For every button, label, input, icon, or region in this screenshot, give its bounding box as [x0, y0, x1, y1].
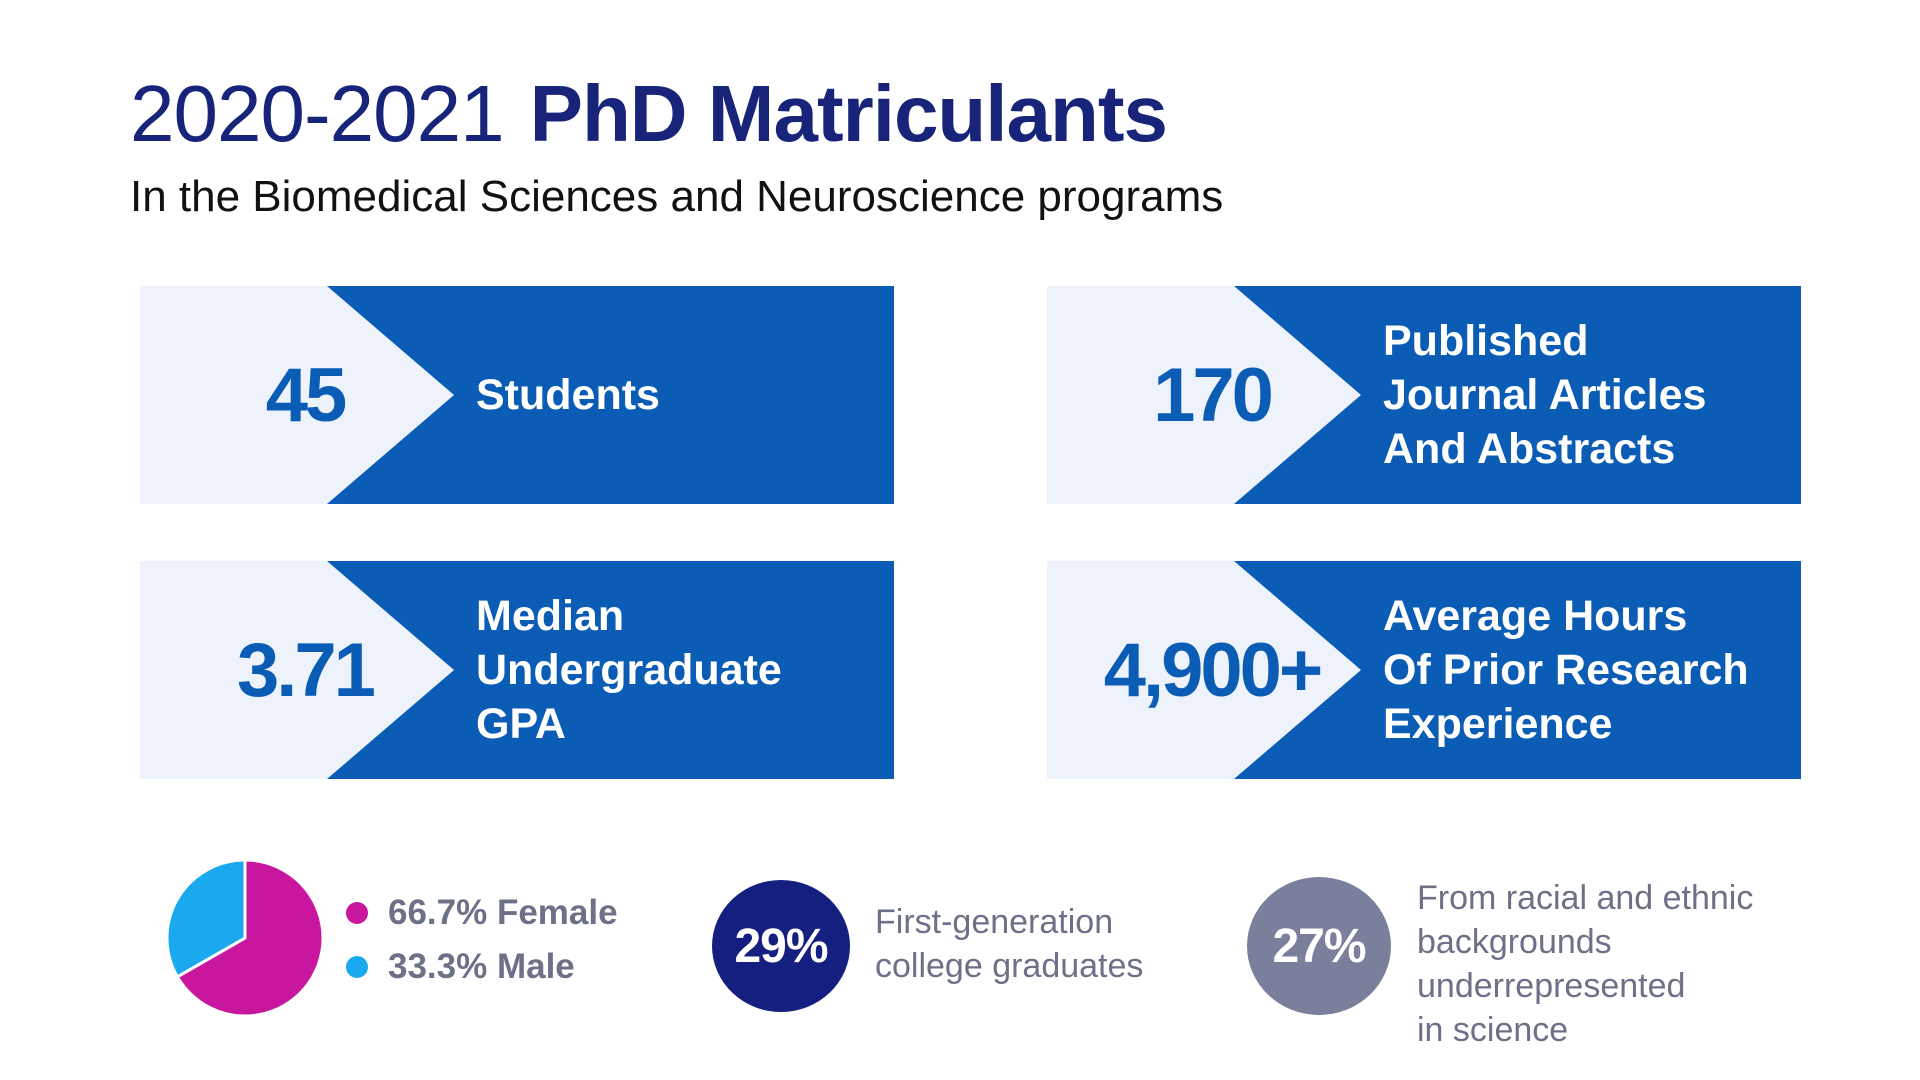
stat-label-line: Undergraduate — [476, 646, 782, 694]
stat-value: 45 — [265, 352, 348, 438]
stat-label-line: Median — [476, 592, 625, 640]
text-line: underrepresented — [1417, 967, 1686, 1005]
first-gen-description: First-generation college graduates — [875, 900, 1143, 988]
male-dot-icon — [346, 956, 368, 978]
page-subtitle: In the Biomedical Sciences and Neuroscie… — [130, 172, 1224, 221]
stat-label-line: Experience — [1383, 700, 1613, 748]
stat-label-line: And Abstracts — [1383, 425, 1676, 473]
stat-card-research-hours: 4,900+ Average Hours Of Prior Research E… — [1047, 561, 1801, 779]
card-background — [1047, 286, 1801, 504]
text-line: backgrounds — [1417, 923, 1612, 961]
stat-card-gpa: 3.71 Median Undergraduate GPA — [140, 561, 894, 779]
pie-slice-female — [175, 858, 325, 1018]
stat-label-line: Average Hours — [1383, 592, 1688, 640]
stat-label-line: Journal Articles — [1383, 371, 1707, 419]
card-background — [140, 561, 894, 779]
underrepresented-percent-badge: 27% — [1247, 877, 1391, 1015]
legend-item-female: 66.7% Female — [346, 893, 618, 933]
underrepresented-description: From racial and ethnic backgrounds under… — [1417, 876, 1753, 1052]
text-line: First-generation — [875, 903, 1114, 941]
legend-label: 66.7% Female — [388, 893, 618, 932]
text-line: in science — [1417, 1011, 1569, 1049]
stat-label: Students — [476, 286, 876, 504]
title-year: 2020-2021 — [130, 69, 505, 158]
card-background — [140, 286, 894, 504]
stat-label: Median Undergraduate GPA — [476, 561, 876, 779]
gender-pie-chart — [165, 858, 325, 1018]
legend-label: 33.3% Male — [388, 947, 575, 986]
stat-label-line: Students — [476, 371, 660, 419]
stat-card-students: 45 Students — [140, 286, 894, 504]
text-line: From racial and ethnic — [1417, 879, 1754, 917]
stat-label: Average Hours Of Prior Research Experien… — [1383, 561, 1783, 779]
pie-slice-male — [165, 858, 247, 979]
stat-label-line: Of Prior Research — [1383, 646, 1749, 694]
card-background — [1047, 561, 1801, 779]
stat-value: 3.71 — [237, 627, 376, 713]
female-dot-icon — [346, 902, 368, 924]
title-main: PhD Matriculants — [529, 69, 1168, 158]
page-title: 2020-2021 PhD Matriculants — [130, 68, 1168, 160]
legend-item-male: 33.3% Male — [346, 947, 575, 987]
text-line: college graduates — [875, 947, 1144, 985]
stat-value: 4,900+ — [1103, 627, 1324, 713]
stat-card-articles: 170 Published Journal Articles And Abstr… — [1047, 286, 1801, 504]
stat-label: Published Journal Articles And Abstracts — [1383, 286, 1783, 504]
stat-value: 170 — [1153, 352, 1274, 438]
stat-label-line: Published — [1383, 317, 1589, 365]
first-gen-percent-badge: 29% — [712, 880, 850, 1012]
stat-label-line: GPA — [476, 700, 566, 748]
